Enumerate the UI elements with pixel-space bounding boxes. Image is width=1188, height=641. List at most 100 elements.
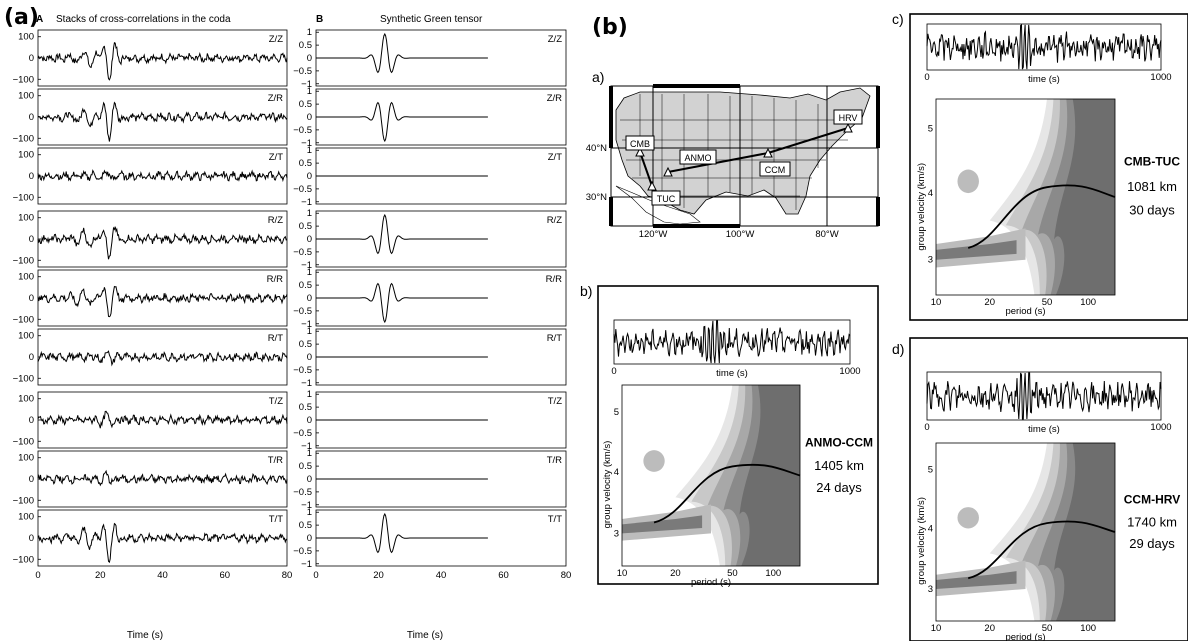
ytick-label: −100 bbox=[13, 255, 34, 266]
ytick-label: 0.5 bbox=[299, 40, 312, 51]
ytick-label: −0.5 bbox=[293, 66, 312, 77]
synthetic-trace bbox=[316, 282, 488, 324]
synthetic-trace bbox=[316, 213, 488, 255]
seismogram-trace bbox=[926, 372, 1162, 420]
correlation-trace bbox=[37, 410, 288, 429]
dispersion-xtick: 50 bbox=[727, 568, 738, 579]
station-labels: CMB ANMO HRV CCM TUC bbox=[625, 109, 863, 206]
xtick-label: 80 bbox=[282, 570, 293, 581]
ytick-label: 0.5 bbox=[299, 280, 312, 291]
ytick-label: −100 bbox=[13, 314, 34, 325]
component-label: T/T bbox=[269, 514, 283, 525]
ytick-label: −1 bbox=[301, 441, 312, 452]
dispersion-curve bbox=[968, 520, 1116, 580]
dispersion-band bbox=[622, 515, 703, 534]
cross-correlation-stack: Z/Z1000−100Z/R1000−100Z/T1000−100R/Z1000… bbox=[13, 29, 293, 581]
dispersion-ylabel: group velocity (km/s) bbox=[602, 441, 613, 529]
ytick-label: −100 bbox=[13, 74, 34, 85]
component-label: R/T bbox=[547, 333, 563, 344]
recording-days: 24 days bbox=[816, 480, 862, 495]
ytick-label: 1 bbox=[307, 145, 312, 156]
ytick-label: 1 bbox=[307, 326, 312, 337]
station-ccm: CCM bbox=[765, 165, 786, 175]
correlation-trace bbox=[37, 101, 288, 142]
ytick-label: 1 bbox=[307, 267, 312, 278]
dispersion-ytick: 3 bbox=[928, 255, 933, 266]
synthetic-trace bbox=[316, 101, 488, 143]
correlation-trace bbox=[37, 169, 288, 183]
synthetic-green-tensor-stack: Z/Z 1 0.5 0 −0.5 −1 Z/R 1 0.5 0 −0.5 −1 Z/T 1 0.5 0 −0.5… bbox=[293, 27, 571, 581]
dispersion-xtick: 50 bbox=[1042, 297, 1053, 308]
column-b-letter: B bbox=[316, 14, 323, 25]
ytick-label: 0.5 bbox=[299, 99, 312, 110]
trace-xtick: 0 bbox=[611, 366, 616, 377]
station-anmo: ANMO bbox=[685, 153, 712, 163]
ytick-label: 100 bbox=[18, 150, 34, 161]
ytick-label: 0.5 bbox=[299, 520, 312, 531]
subpanel-frame bbox=[909, 337, 1188, 641]
ytick-label: 0 bbox=[307, 171, 312, 182]
dispersion-xlabel: period (s) bbox=[1005, 306, 1045, 317]
dispersion-ytick: 4 bbox=[928, 523, 933, 534]
ytick-label: 0.5 bbox=[299, 339, 312, 350]
ytick-label: −1 bbox=[301, 559, 312, 570]
interstation-distance: 1081 km bbox=[1127, 179, 1177, 194]
ytick-label: −0.5 bbox=[293, 487, 312, 498]
trace-xtick: 0 bbox=[924, 72, 929, 83]
trace-xlabel: time (s) bbox=[1028, 424, 1060, 435]
ytick-label: 100 bbox=[18, 331, 34, 342]
xtick-label: 40 bbox=[157, 570, 168, 581]
component-label: T/Z bbox=[269, 396, 283, 407]
right-xlabel: Time (s) bbox=[407, 630, 443, 641]
ytick-label: 0 bbox=[307, 415, 312, 426]
ytick-label: −100 bbox=[13, 495, 34, 506]
component-label: Z/R bbox=[268, 93, 283, 104]
ytick-label: −0.5 bbox=[293, 184, 312, 195]
ytick-label: 1 bbox=[307, 27, 312, 38]
ytick-label: 0 bbox=[29, 53, 34, 64]
dispersion-ytick: 5 bbox=[928, 123, 933, 134]
ytick-label: 0 bbox=[29, 112, 34, 123]
synthetic-trace bbox=[316, 32, 488, 74]
station-pair-name: CCM-HRV bbox=[1124, 493, 1180, 507]
map-frame-ticks bbox=[609, 84, 880, 228]
ytick-label: −100 bbox=[13, 133, 34, 144]
correlation-trace bbox=[37, 469, 288, 487]
dispersion-ytick: 4 bbox=[928, 188, 933, 199]
station-cmb: CMB bbox=[630, 139, 650, 149]
subpanel-frame bbox=[909, 13, 1188, 321]
dispersion-xtick: 10 bbox=[617, 568, 628, 579]
ytick-label: −100 bbox=[13, 192, 34, 203]
dispersion-band bbox=[936, 571, 1017, 589]
ytick-label: 1 bbox=[307, 86, 312, 97]
dispersion-band bbox=[936, 240, 1017, 260]
ytick-label: −1 bbox=[301, 319, 312, 330]
dispersion-blob bbox=[957, 507, 979, 529]
dispersion-xtick: 50 bbox=[1042, 623, 1053, 634]
correlation-trace bbox=[37, 41, 288, 81]
xtick-label: 20 bbox=[95, 570, 106, 581]
component-label: R/T bbox=[268, 333, 284, 344]
ytick-label: −0.5 bbox=[293, 306, 312, 317]
dispersion-xlabel: period (s) bbox=[691, 577, 731, 588]
component-label: R/Z bbox=[268, 215, 284, 226]
ytick-label: 1 bbox=[307, 448, 312, 459]
ytick-label: 100 bbox=[18, 394, 34, 405]
xtick-label: 20 bbox=[373, 570, 384, 581]
trace-xlabel: time (s) bbox=[716, 368, 748, 379]
ytick-label: −0.5 bbox=[293, 428, 312, 439]
correlation-trace bbox=[37, 522, 288, 564]
dispersion-curve bbox=[967, 184, 1116, 249]
component-label: R/R bbox=[267, 274, 284, 285]
ytick-label: 100 bbox=[18, 512, 34, 523]
ytick-label: 1 bbox=[307, 208, 312, 219]
ytick-label: −1 bbox=[301, 500, 312, 511]
component-label: Z/Z bbox=[548, 34, 562, 45]
ytick-label: −0.5 bbox=[293, 247, 312, 258]
xtick-label: 0 bbox=[35, 570, 40, 581]
dispersion-ylabel: group velocity (km/s) bbox=[916, 497, 927, 585]
dispersion-ytick: 3 bbox=[614, 528, 619, 539]
ytick-label: 0 bbox=[29, 352, 34, 363]
